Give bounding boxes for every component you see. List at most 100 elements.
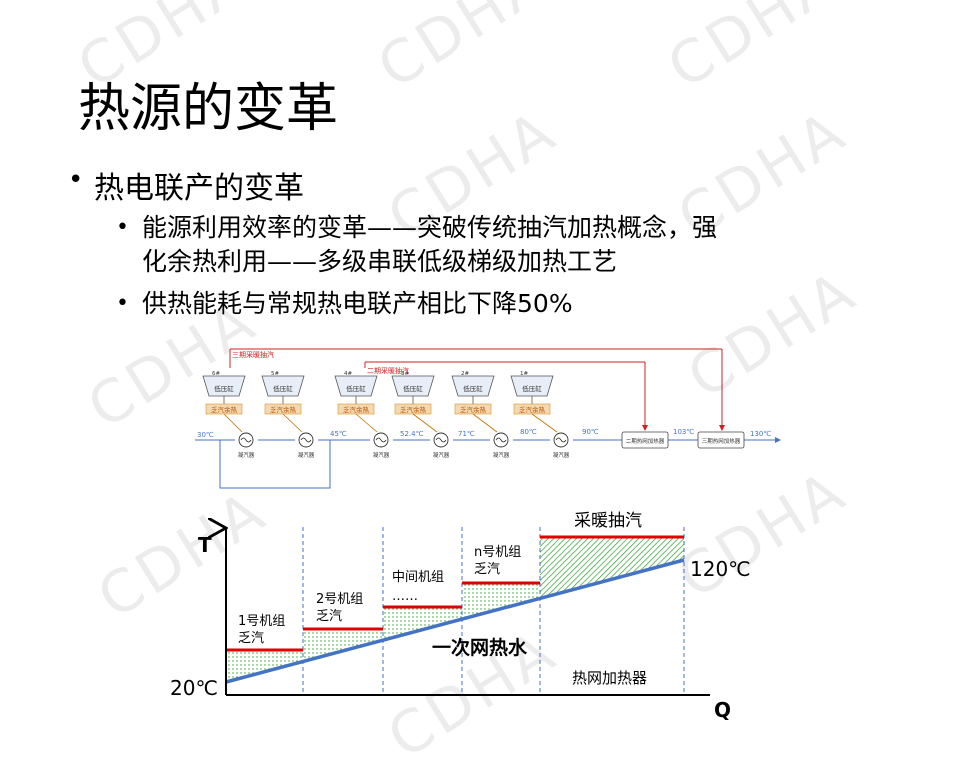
slide-title: 热源的变革 <box>78 79 339 139</box>
water-label: 一次网热水 <box>432 636 528 659</box>
turbine-body <box>261 375 305 397</box>
bullet-dot: • <box>116 291 129 316</box>
condenser-wave <box>300 437 312 443</box>
exhaust-flow <box>472 413 498 433</box>
exhaust-label: 乏汽余热 <box>343 405 370 414</box>
bullet-text: 热电联产的变革 <box>94 171 304 206</box>
unit-number: 2# <box>461 371 469 377</box>
stage-area-2 <box>303 629 383 661</box>
stage-dividers <box>302 527 685 695</box>
x-axis-label: Q <box>714 698 731 720</box>
bullet-text-line2: 化余热利用——多级串联低级梯级加热工艺 <box>142 247 618 276</box>
turbine-label: 低压缸 <box>346 384 366 393</box>
turbine-label: 低压缸 <box>403 384 423 393</box>
tq-diagram: T Q 20℃ 120℃ 1号机组 乏汽 2号机组 乏汽 中间机组 …… n号机… <box>170 511 751 720</box>
steam-levels <box>226 535 684 652</box>
bullet-text-line1: 能源利用效率的变革——突破传统抽汽加热概念，强 <box>142 213 718 242</box>
condenser-label: 凝汽器 <box>298 451 315 459</box>
condenser-wave <box>375 437 387 443</box>
bullet-dot: • <box>68 165 84 195</box>
turbine-label: 低压缸 <box>522 384 542 393</box>
heater-area <box>540 537 684 598</box>
exhaust-flow <box>355 413 378 433</box>
unit-number: 5# <box>271 371 279 377</box>
stage-label-1a: 1号机组 <box>238 614 285 629</box>
exhaust-flow <box>412 413 438 433</box>
stage-label-1b: 乏汽 <box>238 631 264 646</box>
stage-label-4a: n号机组 <box>474 545 521 560</box>
condenser-label: 凝汽器 <box>238 451 255 459</box>
extraction-label-1: 三期采暖抽汽 <box>232 350 274 359</box>
temperature-labels: 30℃ 45℃ 52.4℃ 71℃ 80℃ 90℃ 103℃ 130℃ <box>197 428 771 439</box>
temp-label: 80℃ <box>520 428 537 436</box>
exhaust-label: 乏汽余热 <box>270 405 297 414</box>
stage-label-2b: 乏汽 <box>316 609 342 624</box>
temp-label: 52.4℃ <box>400 430 424 438</box>
heater-label: 热网加热器 <box>572 669 647 687</box>
condenser-wave <box>240 437 252 443</box>
condenser-label: 凝汽器 <box>553 451 570 459</box>
y-axis-label: T <box>198 533 212 557</box>
top-steam-label: 采暖抽汽 <box>574 511 642 531</box>
condenser-label: 凝汽器 <box>493 451 510 459</box>
turbine-label: 低压缸 <box>463 384 483 393</box>
exhaust-label: 乏汽余热 <box>460 405 487 414</box>
condenser-wave <box>555 437 567 443</box>
water-pipe <box>195 437 781 489</box>
temp-label: 71℃ <box>458 430 475 438</box>
turbine-body <box>334 375 378 397</box>
stage-label-2a: 2号机组 <box>316 592 363 607</box>
exhaust-flow <box>223 413 243 433</box>
stage-area-4 <box>462 583 540 619</box>
stage-label-3b: …… <box>392 589 418 604</box>
bullet-dot: • <box>116 215 129 240</box>
condenser-wave <box>435 437 447 443</box>
turbine-label: 低压缸 <box>273 384 293 393</box>
temp-label: 30℃ <box>197 431 214 439</box>
temp-label: 103℃ <box>673 428 694 436</box>
unit-number: 1# <box>520 371 528 377</box>
turbine-body <box>510 375 554 397</box>
exhaust-flow <box>282 413 303 433</box>
temp-low-label: 20℃ <box>170 676 218 700</box>
unit-number: 6# <box>212 371 220 377</box>
water-line <box>225 558 685 684</box>
temp-label: 130℃ <box>750 430 771 438</box>
condenser-wave <box>495 437 507 443</box>
temp-label: 90℃ <box>582 428 599 436</box>
condenser-label: 凝汽器 <box>373 451 390 459</box>
exhaust-label: 乏汽余热 <box>211 405 238 414</box>
stage-label-4b: 乏汽 <box>474 562 500 577</box>
heater-label-2: 三期热网加热器 <box>702 437 741 445</box>
temp-label: 45℃ <box>330 430 347 438</box>
turbine-body <box>202 375 246 397</box>
exhaust-label: 乏汽余热 <box>519 405 546 414</box>
condenser-label: 凝汽器 <box>433 451 450 459</box>
heater-label-1: 二期热网加热器 <box>626 437 665 445</box>
turbine-body <box>391 375 435 397</box>
heater-box-1 <box>621 431 669 449</box>
unit-number: 4# <box>344 371 352 377</box>
stage-area-1 <box>226 650 303 682</box>
turbine-label: 低压缸 <box>214 384 234 393</box>
unit-number: 3# <box>401 371 409 377</box>
exhaust-label: 乏汽余热 <box>400 405 427 414</box>
exhaust-flow <box>531 413 558 433</box>
stage-label-3a: 中间机组 <box>392 570 444 585</box>
extraction-label-2: 二期采暖抽汽 <box>367 366 409 375</box>
temp-high-label: 120℃ <box>690 557 751 581</box>
condensers: 凝汽器 凝汽器 凝汽器 凝汽器 凝汽器 凝汽器 <box>238 432 570 459</box>
stage-area-3 <box>383 607 462 640</box>
extraction-pipes <box>229 348 725 431</box>
heater-box-2 <box>697 431 745 449</box>
turbine-body <box>451 375 495 397</box>
